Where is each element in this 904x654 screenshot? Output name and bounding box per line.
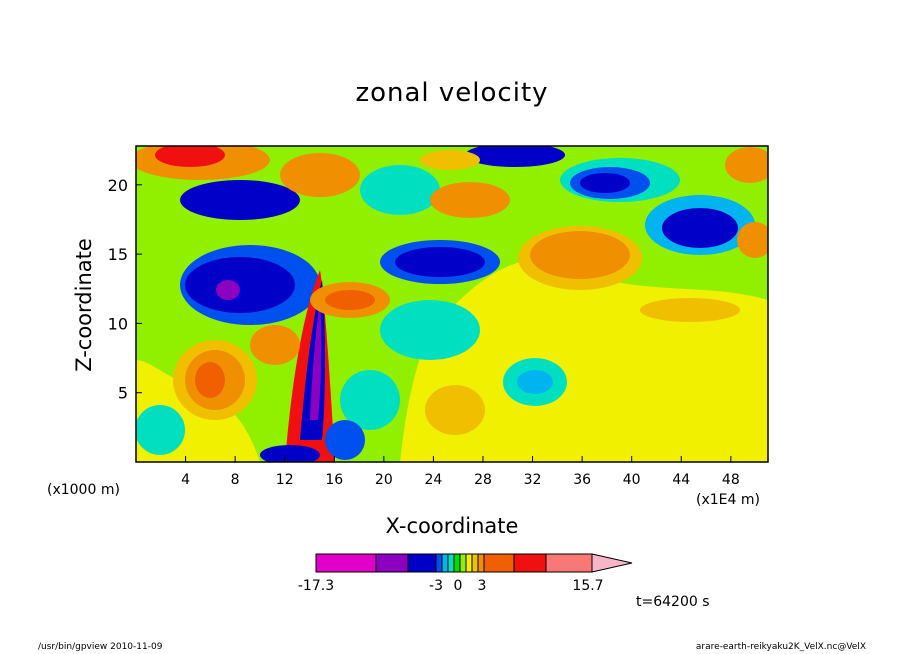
x-tick-label: 36 (573, 472, 591, 488)
x-tick-label: 32 (524, 472, 542, 488)
colorbar-segment (459, 553, 467, 573)
footer-left: /usr/bin/gpview 2010-11-09 (38, 642, 163, 652)
x-tick-label: 16 (325, 472, 343, 488)
x-axis-label: X-coordinate (385, 514, 519, 538)
x-tick-label: 4 (181, 472, 190, 488)
colorbar-segment (465, 553, 473, 573)
colorbar-label: 0 (454, 578, 463, 594)
colorbar-label: -3 (429, 578, 443, 594)
colorbar-label: 3 (478, 578, 487, 594)
colorbar-segment (441, 553, 449, 573)
time-label: t=64200 s (636, 594, 710, 610)
y-axis-label: Z-coordinate (72, 238, 96, 372)
colorbar-segment (407, 553, 437, 573)
colorbar-segment (483, 553, 515, 573)
colorbar-label: -17.3 (298, 578, 334, 594)
x-tick-label: 8 (231, 472, 240, 488)
colorbar-segment (447, 553, 455, 573)
y-axis-ticks: 5 10 15 20 (108, 176, 142, 403)
x-tick-label: 20 (375, 472, 393, 488)
y-tick-label: 15 (108, 245, 128, 264)
y-tick-label: 5 (118, 384, 128, 403)
chart-title: zonal velocity (355, 78, 549, 108)
colorbar-segment (545, 553, 593, 573)
x-tick-label: 12 (276, 472, 294, 488)
colorbar: -17.3 -3 0 3 15.7 (298, 553, 633, 594)
colorbar-segment (513, 553, 547, 573)
footer-right: arare-earth-reikyaku2K_VelX.nc@VelX (695, 642, 866, 652)
x-tick-label: 40 (623, 472, 641, 488)
colorbar-label: 15.7 (572, 578, 603, 594)
x-tick-label: 48 (722, 472, 740, 488)
y-tick-label: 20 (108, 176, 128, 195)
colorbar-segment (315, 553, 377, 573)
colorbar-segment (435, 553, 443, 573)
colorbar-segment (471, 553, 479, 573)
colorbar-extension-arrow (591, 553, 633, 573)
x-unit-note-right: (x1E4 m) (696, 492, 760, 508)
colorbar-segment (477, 553, 485, 573)
colorbar-segment (375, 553, 409, 573)
contour-field (136, 146, 768, 462)
x-tick-label: 24 (424, 472, 442, 488)
x-tick-label: 44 (672, 472, 690, 488)
x-unit-note: (x1000 m) (47, 482, 120, 498)
y-tick-label: 10 (108, 314, 128, 333)
x-tick-label: 28 (474, 472, 492, 488)
x-axis-ticks: 4 8 12 16 20 24 28 32 36 40 44 48 (181, 456, 740, 488)
plot-frame (135, 145, 769, 463)
colorbar-segment (453, 553, 461, 573)
